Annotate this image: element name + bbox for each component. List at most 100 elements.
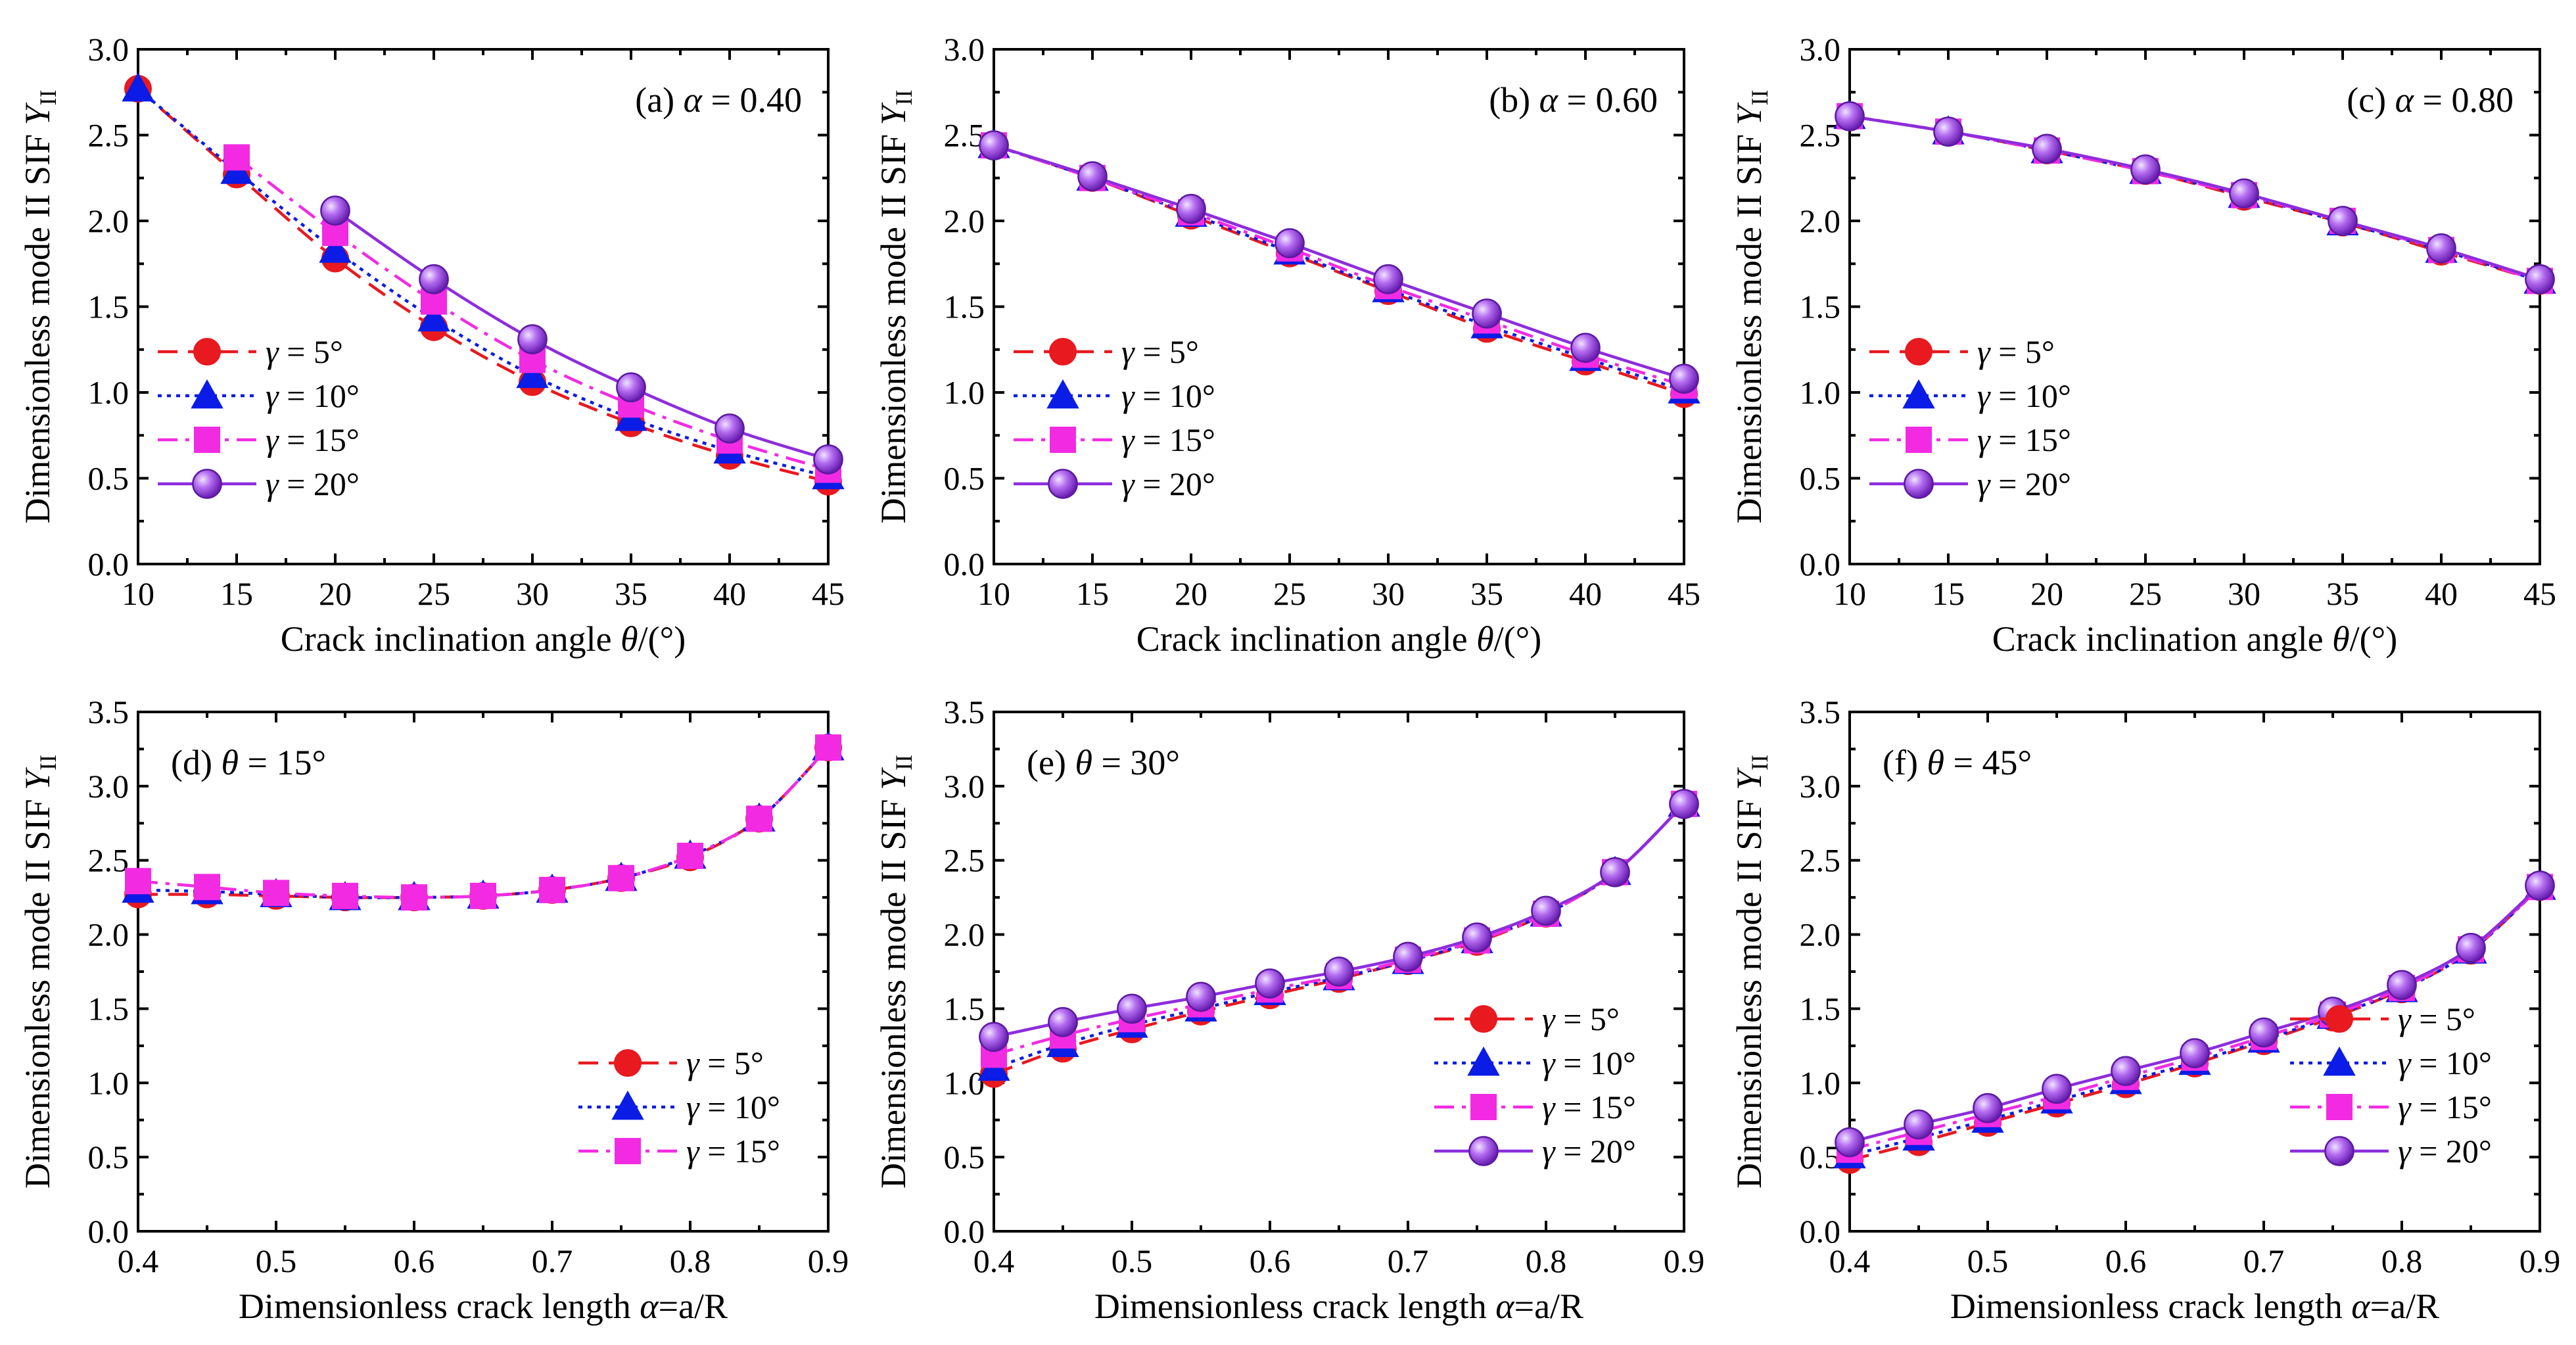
y-tick-label: 0.5 <box>944 460 985 497</box>
series-line <box>993 144 1685 387</box>
legend-label: γ = 20° <box>266 465 360 502</box>
legend-label: γ = 20° <box>2398 1133 2492 1169</box>
y-tick-label: 2.0 <box>944 916 985 953</box>
x-tick-label: 0.7 <box>2243 1242 2285 1279</box>
x-tick-label: 35 <box>615 575 647 612</box>
chart-panel-4: 0.4 0.5 0.6 0.7 0.8 0.9 0.0 0.5 1.0 1.5 2.0 2.5 3.0 3… <box>18 694 849 1326</box>
y-tick-label: 3.0 <box>88 768 129 805</box>
legend-marker <box>1470 1094 1497 1120</box>
y-tick-label: 0.5 <box>88 460 129 497</box>
legend-label: γ = 5° <box>266 333 343 370</box>
data-point <box>417 302 450 332</box>
y-axis-label: Dimensionless mode II SIF YII <box>18 755 61 1189</box>
y-tick-label: 1.0 <box>88 374 129 411</box>
y-tick-label: 3.0 <box>88 31 129 68</box>
y-tick-label: 1.0 <box>1800 1064 1841 1101</box>
data-point <box>1176 193 1206 224</box>
y-tick-label: 2.5 <box>88 117 129 154</box>
legend-marker <box>1906 427 1932 453</box>
legend-label: γ = 5° <box>686 1045 764 1081</box>
data-point <box>979 1022 1009 1052</box>
y-tick-label: 2.0 <box>944 202 985 239</box>
y-tick-label: 0.5 <box>1800 460 1841 497</box>
x-tick-label: 25 <box>1273 575 1306 612</box>
y-tick-label: 3.0 <box>1800 768 1841 805</box>
x-tick-label: 0.9 <box>2519 1242 2561 1279</box>
x-axis-label: Crack inclination angle θ/(°) <box>281 619 686 659</box>
x-tick-label: 0.5 <box>1112 1242 1153 1279</box>
legend-label: γ = 10° <box>686 1089 780 1125</box>
legend-marker <box>1048 469 1078 499</box>
panel-title: (f) θ = 45° <box>1883 743 2032 782</box>
series-4 <box>1835 870 2555 1158</box>
legend-marker <box>1050 427 1076 453</box>
data-point <box>677 842 703 869</box>
chart-panel-2: 10 15 20 25 30 35 40 45 0.0 0.5 1.0 1.5 2.0 2.5 3.0 Cra… <box>874 31 1700 659</box>
y-axis-label: Dimensionless mode II SIF YII <box>874 755 917 1189</box>
y-tick-label: 0.5 <box>944 1139 985 1175</box>
legend-label: γ = 10° <box>2398 1045 2492 1081</box>
legend-marker <box>192 469 222 499</box>
data-point <box>1835 101 1865 131</box>
legend: γ = 5° γ = 10° γ = 15° γ = 20° <box>158 333 360 502</box>
data-point <box>1373 264 1403 295</box>
series-3 <box>125 734 841 911</box>
panel-title: (b) α = 0.60 <box>1489 80 1658 120</box>
x-tick-label: 40 <box>2425 575 2458 612</box>
x-tick-label: 15 <box>1076 575 1109 612</box>
x-tick-label: 0.5 <box>256 1242 297 1279</box>
data-point <box>1472 298 1502 329</box>
legend-marker <box>2323 1046 2356 1076</box>
chart-panel-3: 10 15 20 25 30 35 40 45 0.0 0.5 1.0 1.5 2.0 2.5 3.0 Cra… <box>1729 31 2556 659</box>
legend-marker <box>193 338 221 366</box>
y-tick-label: 0.0 <box>944 546 985 582</box>
x-tick-label: 0.4 <box>1829 1242 1871 1279</box>
data-point <box>419 264 449 295</box>
x-tick-label: 45 <box>1668 575 1700 612</box>
y-tick-label: 1.5 <box>1800 990 1841 1027</box>
legend-label: γ = 15° <box>1977 421 2071 458</box>
legend-label: γ = 5° <box>1121 333 1199 370</box>
data-point <box>2111 1056 2141 1087</box>
legend-label: γ = 15° <box>266 421 360 458</box>
y-tick-label: 1.0 <box>88 1064 129 1101</box>
data-point <box>517 324 548 354</box>
data-point <box>320 195 350 226</box>
legend-marker <box>2326 1005 2353 1033</box>
plot-frame <box>993 48 1685 565</box>
x-tick-label: 45 <box>812 575 845 612</box>
y-tick-label: 1.5 <box>1800 289 1841 325</box>
legend-label: γ = 15° <box>1542 1089 1636 1125</box>
chart-panel-1: 10 15 20 25 30 35 40 45 0.0 0.5 1.0 1.5 2.0 2.5 3.0 Cra… <box>18 31 845 659</box>
y-tick-label: 3.5 <box>88 694 129 730</box>
y-tick-label: 0.0 <box>1800 1213 1841 1250</box>
x-tick-label: 15 <box>1932 575 1965 612</box>
y-tick-label: 1.5 <box>88 990 129 1027</box>
legend-label: γ = 10° <box>266 377 360 414</box>
x-tick-label: 0.8 <box>2381 1242 2423 1279</box>
legend-label: γ = 10° <box>1977 377 2071 414</box>
legend-marker <box>194 427 220 453</box>
y-tick-label: 0.0 <box>944 1213 985 1250</box>
y-tick-label: 2.0 <box>1800 916 1841 953</box>
data-point <box>319 233 352 263</box>
x-tick-label: 30 <box>516 575 549 612</box>
data-point <box>1933 116 1963 147</box>
series-4 <box>320 195 843 475</box>
x-axis-label: Dimensionless crack length α=a/R <box>1094 1286 1583 1326</box>
x-axis-label: Crack inclination angle θ/(°) <box>1992 619 2397 659</box>
data-point <box>1462 922 1492 953</box>
x-tick-label: 10 <box>977 575 1010 612</box>
legend-label: γ = 20° <box>1977 465 2071 502</box>
x-tick-label: 25 <box>2129 575 2162 612</box>
data-point <box>2525 264 2555 295</box>
y-tick-label: 2.5 <box>1800 117 1841 154</box>
data-point <box>2525 870 2555 901</box>
legend-label: γ = 5° <box>2398 1001 2475 1037</box>
y-axis-label: Dimensionless mode II SIF YII <box>874 89 917 523</box>
panel-title: (d) θ = 15° <box>171 743 326 782</box>
y-tick-label: 0.0 <box>1800 546 1841 582</box>
x-tick-label: 15 <box>220 575 253 612</box>
data-point <box>470 882 496 909</box>
y-tick-label: 0.5 <box>1800 1139 1841 1175</box>
